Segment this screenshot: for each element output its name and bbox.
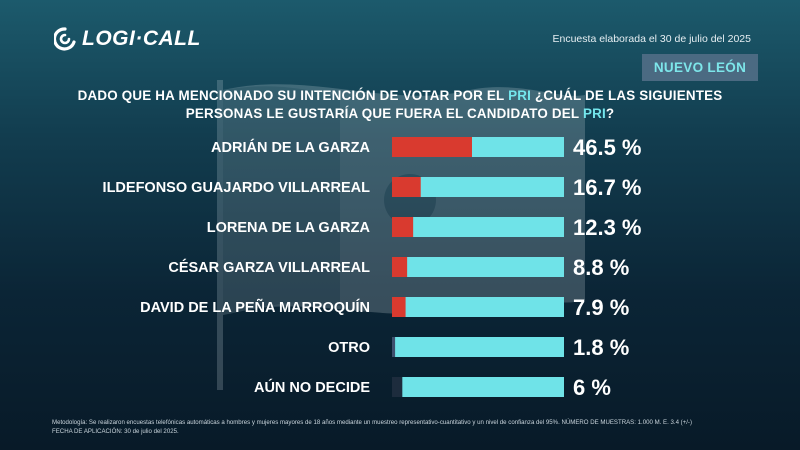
- application-date-text: FECHA DE APLICACIÓN: 30 de julio del 202…: [52, 428, 179, 435]
- bar-row: OTRO 1.8 %: [328, 335, 629, 360]
- bar-row: ADRIÁN DE LA GARZA 46.5 %: [211, 135, 641, 160]
- question-text: ?: [605, 106, 615, 121]
- value-label: 12.3 %: [573, 215, 642, 240]
- bar-row: ILDEFONSO GUAJARDO VILLARREAL 16.7 %: [103, 175, 642, 200]
- bar-track: [392, 217, 564, 237]
- value-label: 8.8 %: [573, 255, 629, 280]
- category-label: AÚN NO DECIDE: [254, 378, 370, 396]
- bar-value: [392, 257, 408, 277]
- bar-value: [392, 217, 414, 237]
- logo-phone-icon: [54, 27, 76, 51]
- category-label: ILDEFONSO GUAJARDO VILLARREAL: [103, 180, 371, 196]
- question-title: DADO QUE HA MENCIONADO SU INTENCIÓN DE V…: [40, 87, 760, 123]
- bar-track: [392, 377, 564, 397]
- question-line-2: PERSONAS LE GUSTARÍA QUE FUERA EL CANDID…: [40, 105, 760, 123]
- bar-value: [392, 297, 406, 317]
- bar-value: [392, 137, 472, 157]
- bar-value: [392, 177, 421, 197]
- category-label: CÉSAR GARZA VILLARREAL: [168, 259, 370, 276]
- bar-row: DAVID DE LA PEÑA MARROQUÍN 7.9 %: [140, 295, 629, 320]
- methodology-footnote: Metodología: Se realizaron encuestas tel…: [52, 418, 772, 436]
- value-label: 7.9 %: [573, 295, 629, 320]
- question-line-1: DADO QUE HA MENCIONADO SU INTENCIÓN DE V…: [40, 87, 760, 105]
- value-label: 1.8 %: [573, 335, 629, 360]
- value-label: 46.5 %: [573, 135, 642, 160]
- bar-track: [392, 257, 564, 277]
- category-label: OTRO: [328, 340, 370, 356]
- bar-track: [392, 337, 564, 357]
- bar-row: CÉSAR GARZA VILLARREAL 8.8 %: [168, 255, 629, 280]
- category-label: LORENA DE LA GARZA: [207, 220, 371, 236]
- question-text: PERSONAS LE GUSTARÍA QUE FUERA EL CANDID…: [185, 106, 583, 121]
- survey-date: Encuesta elaborada el 30 de julio del 20…: [552, 33, 752, 45]
- logo-text: LOGI·CALL: [82, 27, 201, 50]
- bar-track: [392, 297, 564, 317]
- value-label: 16.7 %: [573, 175, 642, 200]
- bar-value: [392, 337, 396, 357]
- party-highlight: PRI: [508, 88, 532, 103]
- methodology-text: Metodología: Se realizaron encuestas tel…: [52, 419, 692, 426]
- bar-row: AÚN NO DECIDE 6 %: [254, 375, 611, 400]
- party-highlight: PRI: [582, 106, 606, 121]
- bar-row: LORENA DE LA GARZA 12.3 %: [207, 215, 642, 240]
- bar-value: [392, 377, 403, 397]
- bar-track: [392, 177, 564, 197]
- category-label: ADRIÁN DE LA GARZA: [211, 139, 370, 156]
- state-badge: NUEVO LEÓN: [642, 54, 758, 81]
- bar-chart: ADRIÁN DE LA GARZA 46.5 % ILDEFONSO GUAJAR…: [103, 135, 642, 400]
- question-text: DADO QUE HA MENCIONADO SU INTENCIÓN DE V…: [77, 88, 509, 103]
- logo: LOGI·CALL: [54, 26, 201, 52]
- question-text: ¿CUÁL DE LAS SIGUIENTES: [531, 88, 723, 103]
- value-label: 6 %: [573, 375, 611, 400]
- category-label: DAVID DE LA PEÑA MARROQUÍN: [140, 298, 370, 316]
